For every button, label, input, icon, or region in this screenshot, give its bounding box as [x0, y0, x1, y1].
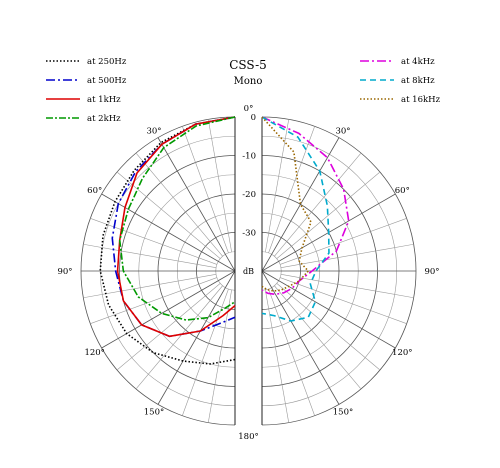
grid-spoke: [279, 277, 407, 324]
grid-spoke: [116, 283, 221, 371]
radial-tick-label: -10: [242, 152, 256, 162]
grid-spoke: [261, 270, 396, 349]
grid-spoke: [268, 126, 315, 254]
series-line-at-4khz: [261, 116, 350, 296]
grid-left: [80, 116, 236, 426]
radial-tick-label: -30: [242, 229, 256, 239]
grid-spoke: [157, 137, 236, 272]
labels-layer: 0 -10 -20 -30 dB 0° 30° 30° 60° 60° 90° 90° 120° 120°…: [57, 104, 439, 442]
grid-spoke: [274, 285, 362, 390]
legend-label: at 8kHz: [401, 76, 435, 86]
grid-spoke: [135, 152, 223, 257]
angle-label: 30°: [146, 127, 161, 137]
grid-spoke: [83, 274, 217, 299]
grid-spoke: [207, 289, 232, 423]
angle-label: 90°: [424, 267, 439, 277]
legend-label: at 4kHz: [401, 57, 435, 67]
grid-spoke: [207, 119, 232, 253]
grid-spoke: [101, 270, 236, 349]
angle-label: 180°: [238, 432, 258, 442]
legend-label: at 2kHz: [87, 114, 121, 124]
grid-spoke: [101, 193, 236, 272]
chart-title: CSS-5: [229, 58, 267, 72]
grid-spoke: [265, 289, 290, 423]
grid-spoke: [182, 126, 229, 254]
radial-tick-label: 0: [251, 113, 256, 123]
legend-label: at 16kHz: [401, 95, 441, 105]
grid-spoke: [265, 119, 290, 253]
grid-spoke: [276, 171, 381, 259]
angle-label: 60°: [395, 186, 410, 196]
radial-tick-label: -20: [242, 190, 256, 200]
angle-label: 120°: [392, 348, 412, 358]
grid-spoke: [261, 137, 340, 272]
chart-subtitle: Mono: [234, 76, 263, 87]
angle-label: 150°: [144, 407, 164, 417]
grid-spoke: [261, 270, 340, 405]
grid-spoke: [280, 274, 414, 299]
grid-spoke: [279, 218, 407, 265]
grid-spoke: [280, 243, 414, 268]
legend-label: at 250Hz: [87, 57, 127, 67]
legend-label: at 1kHz: [87, 95, 121, 105]
grid-spoke: [83, 243, 217, 268]
angle-label: 150°: [333, 407, 353, 417]
series-layer: [99, 116, 350, 365]
angle-label: 30°: [335, 127, 350, 137]
grid-spoke: [157, 270, 236, 405]
grid-spoke: [90, 277, 218, 324]
angle-label: 90°: [57, 267, 72, 277]
grid-spoke: [182, 288, 229, 416]
angle-label: 60°: [87, 186, 102, 196]
grid-spoke: [90, 218, 218, 265]
grid-spoke: [274, 152, 362, 257]
legend-label: at 500Hz: [87, 76, 127, 86]
grid-spoke: [268, 288, 315, 416]
series-line-at-8khz: [261, 116, 330, 322]
grid-spoke: [116, 171, 221, 259]
legend: at 250Hz at 500Hz at 1kHz at 2kHz at 4kHz at …: [46, 57, 441, 124]
radial-unit-label: dB: [243, 267, 254, 276]
grid-right: [261, 116, 417, 426]
angle-label: 0°: [244, 104, 254, 114]
grid-spoke: [135, 285, 223, 390]
series-line-at-2khz: [118, 116, 236, 321]
grid-spoke: [276, 283, 381, 371]
angle-label: 120°: [84, 348, 104, 358]
series-line-at-1khz: [116, 116, 236, 338]
